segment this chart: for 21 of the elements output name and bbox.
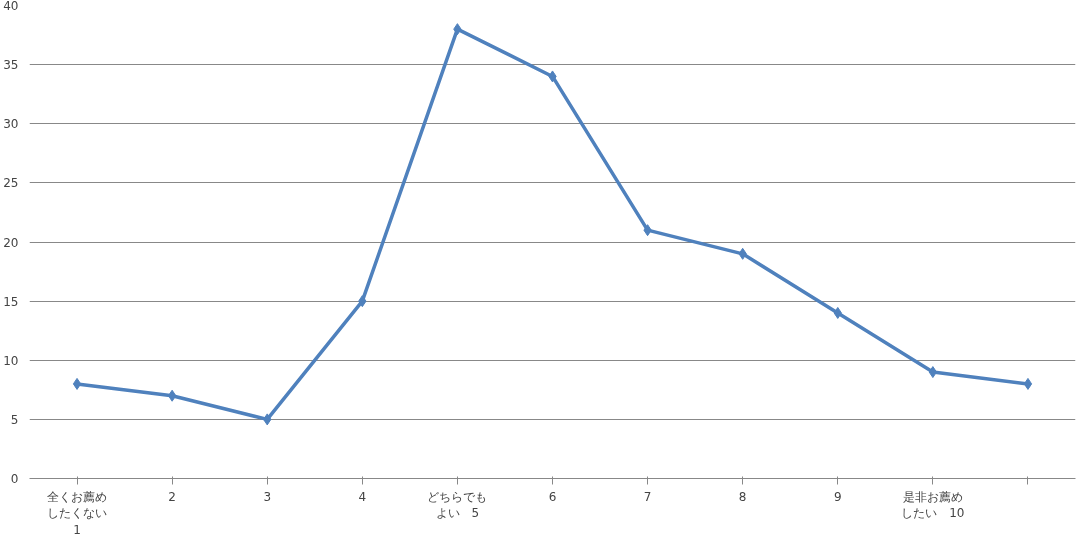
y-tick-label: 10 bbox=[3, 353, 19, 368]
point bbox=[72, 377, 82, 390]
y-tick-label: 15 bbox=[3, 294, 19, 309]
y-tick-label: 35 bbox=[3, 58, 19, 73]
x-tick-label: 全くお薦めしたくない1 bbox=[47, 489, 108, 538]
x-tick-label: 4 bbox=[358, 489, 367, 504]
x-tick-label: 3 bbox=[263, 489, 272, 504]
x-tick-label: 8 bbox=[738, 489, 747, 504]
y-tick-label: 20 bbox=[3, 235, 19, 250]
y-tick-label: 5 bbox=[10, 412, 19, 427]
x-tick-label: どちらでもよい 5 bbox=[427, 489, 488, 521]
x-tick-label: 7 bbox=[643, 489, 652, 504]
x-tick-label: 9 bbox=[833, 489, 842, 504]
x-tick-label: 是非お薦めしたい 10 bbox=[901, 489, 965, 521]
point bbox=[1023, 377, 1033, 390]
y-tick-label: 25 bbox=[3, 176, 19, 191]
x-tick-label: 6 bbox=[548, 489, 557, 504]
y-tick-label: 0 bbox=[10, 472, 19, 486]
y-tick-label: 30 bbox=[3, 117, 19, 132]
y-tick-label: 40 bbox=[3, 0, 19, 13]
x-tick-label: 2 bbox=[168, 489, 176, 504]
